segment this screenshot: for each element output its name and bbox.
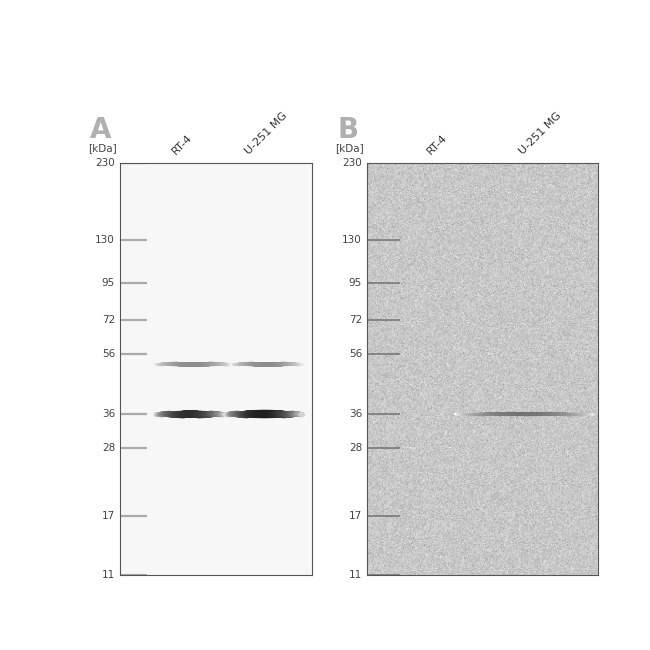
Text: 72: 72 bbox=[349, 315, 362, 325]
Text: 36: 36 bbox=[349, 410, 362, 419]
Text: 11: 11 bbox=[102, 570, 115, 580]
Text: [kDa]: [kDa] bbox=[335, 143, 364, 153]
Text: 72: 72 bbox=[102, 315, 115, 325]
Text: 130: 130 bbox=[96, 235, 115, 245]
Text: A: A bbox=[90, 116, 112, 144]
Text: 17: 17 bbox=[102, 511, 115, 521]
Text: 95: 95 bbox=[102, 278, 115, 287]
Text: 17: 17 bbox=[349, 511, 362, 521]
Text: 230: 230 bbox=[343, 157, 362, 168]
Text: 56: 56 bbox=[349, 349, 362, 359]
Text: U-251 MG: U-251 MG bbox=[244, 110, 289, 156]
Text: 36: 36 bbox=[102, 410, 115, 419]
Text: 56: 56 bbox=[102, 349, 115, 359]
Text: 230: 230 bbox=[96, 157, 115, 168]
Text: 28: 28 bbox=[102, 443, 115, 454]
Text: RT-4: RT-4 bbox=[425, 132, 448, 156]
Text: 28: 28 bbox=[349, 443, 362, 454]
Text: RT-4: RT-4 bbox=[171, 132, 194, 156]
Text: 11: 11 bbox=[349, 570, 362, 580]
Text: B: B bbox=[337, 116, 358, 144]
Text: U-251 MG: U-251 MG bbox=[517, 110, 563, 156]
Text: [kDa]: [kDa] bbox=[88, 143, 117, 153]
Text: 130: 130 bbox=[343, 235, 362, 245]
Text: 95: 95 bbox=[349, 278, 362, 287]
